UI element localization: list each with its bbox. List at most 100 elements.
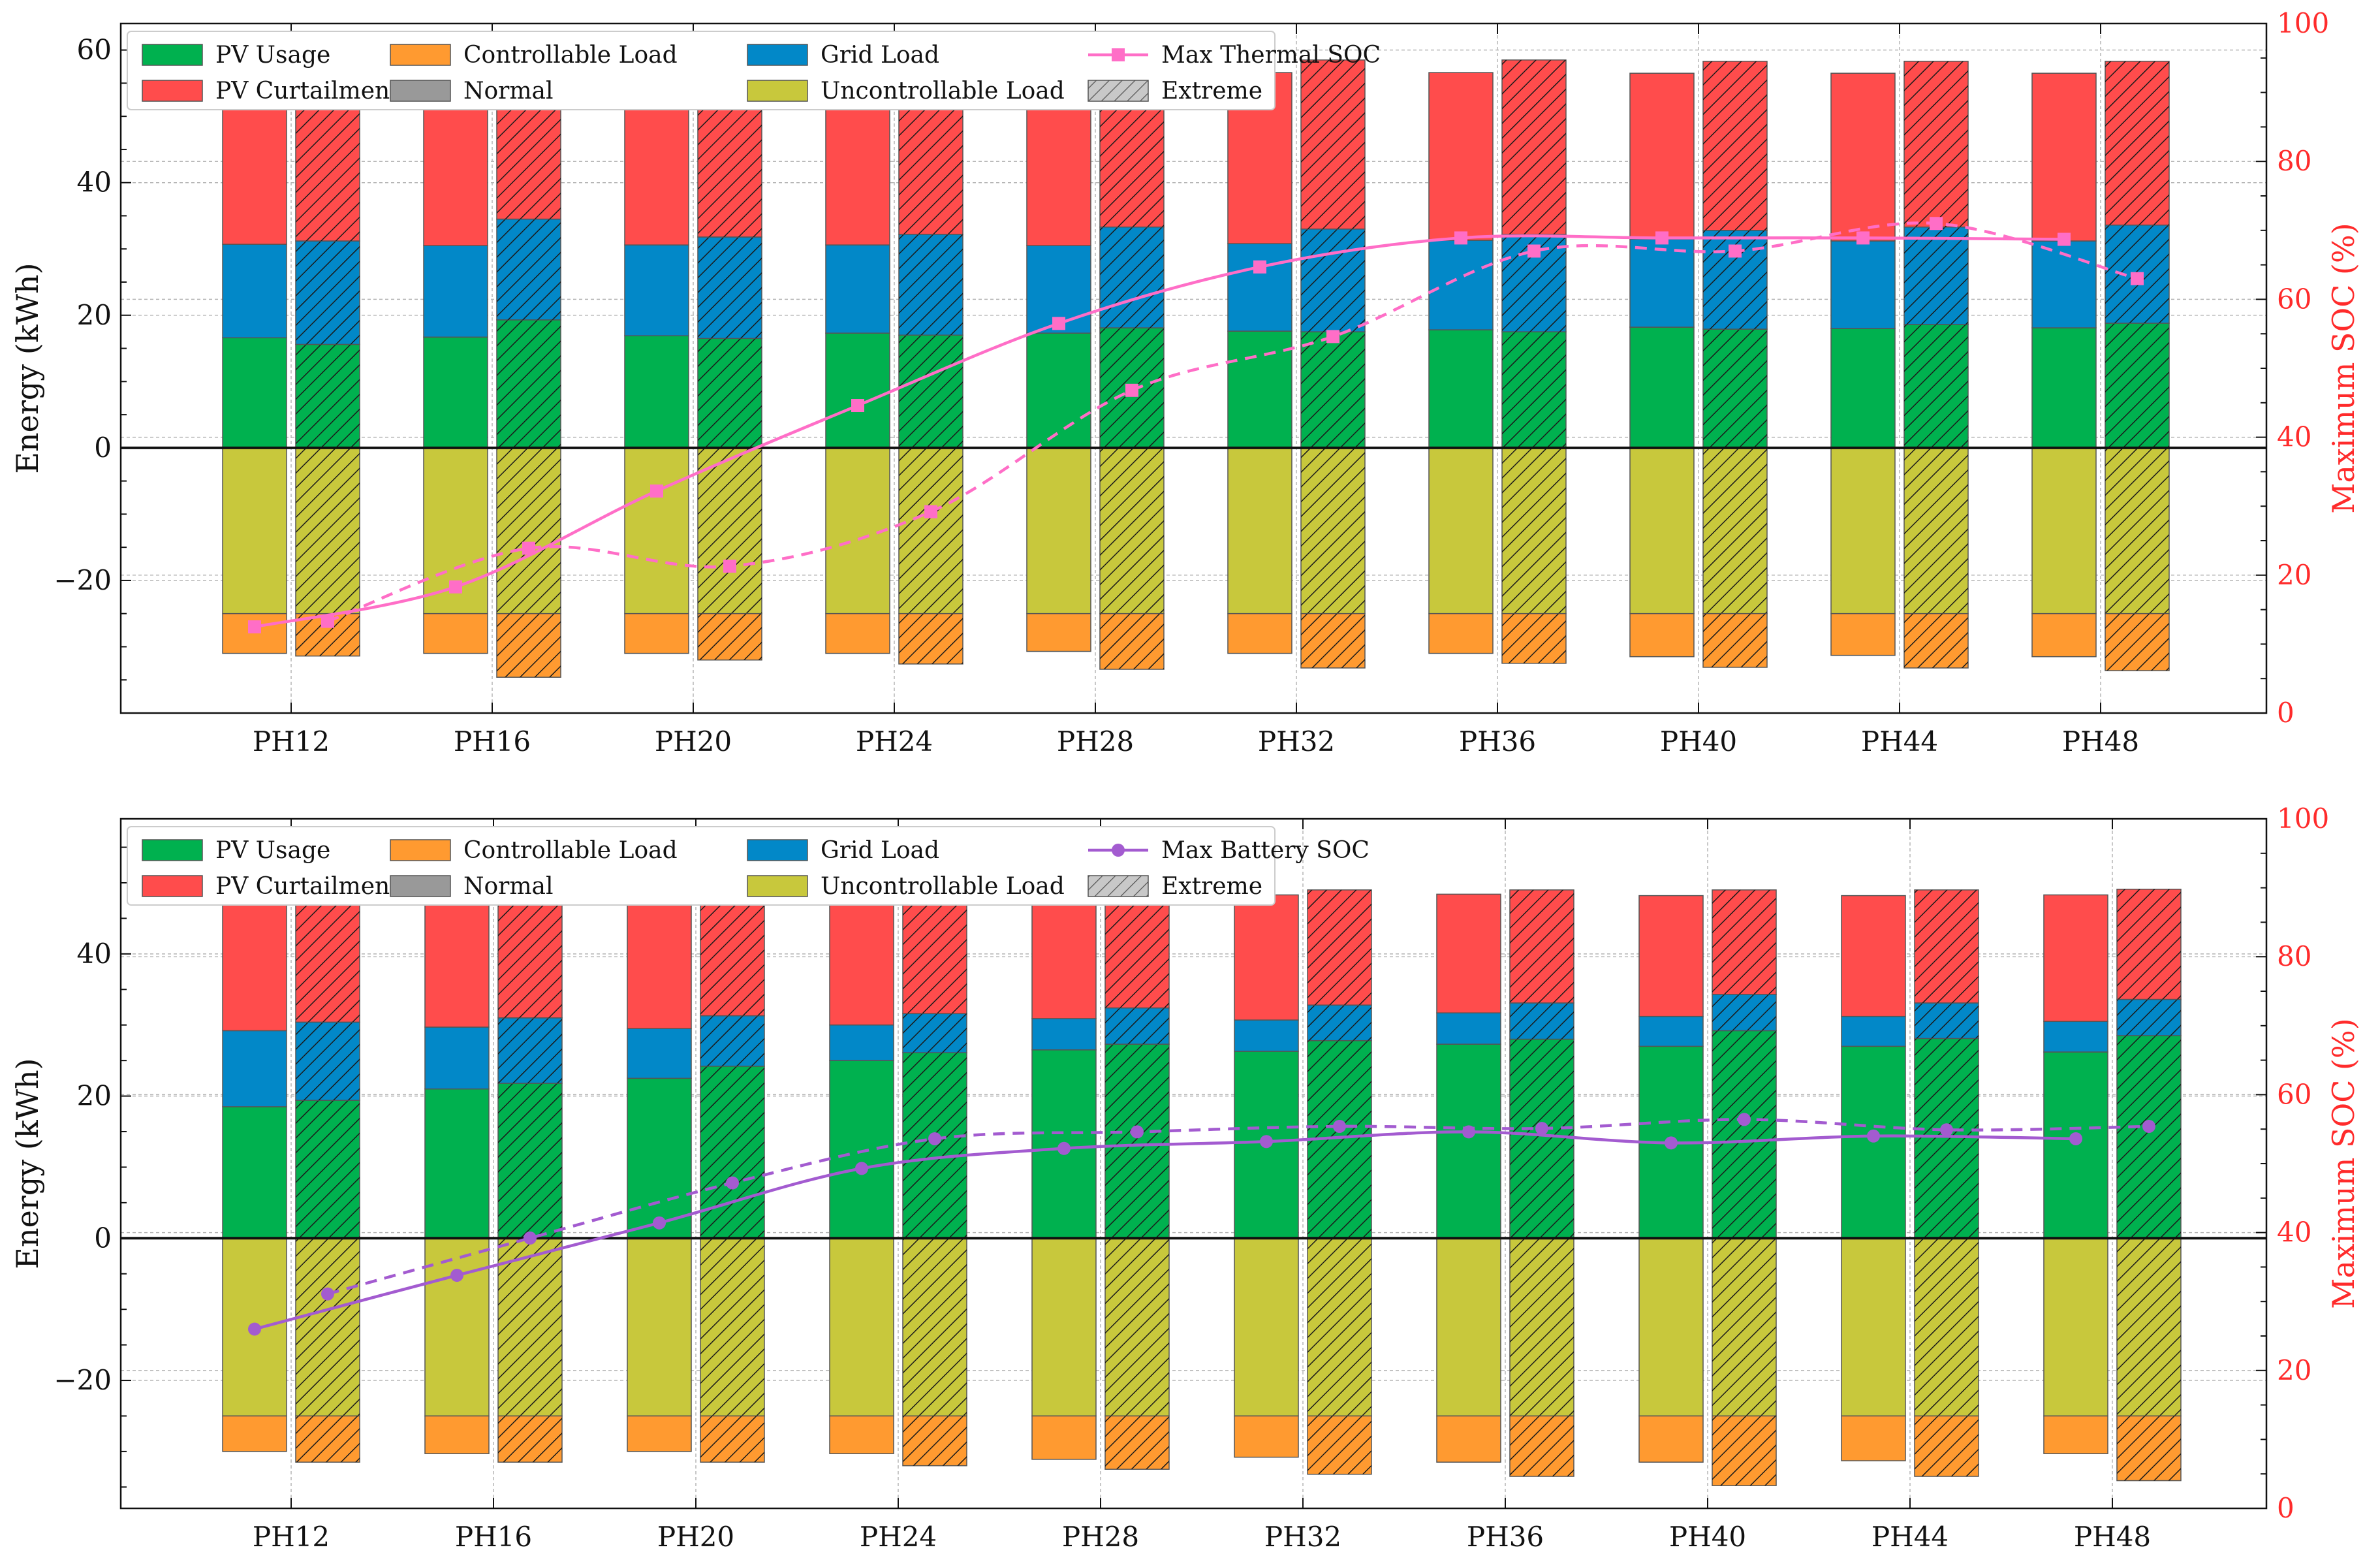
legend-swatch xyxy=(747,839,808,861)
bar-hatch-overlay xyxy=(1301,447,1365,614)
bar-hatch-overlay xyxy=(1510,1002,1574,1040)
bar-uncontrollable-load-normal xyxy=(1026,447,1091,614)
bar-controllable-load-normal xyxy=(1638,1415,1704,1463)
legend-label: Uncontrollable Load xyxy=(821,78,1065,104)
bar-controllable-load-normal xyxy=(2031,612,2097,658)
bar-hatch-overlay xyxy=(1915,1038,1979,1239)
bar-hatch-overlay xyxy=(899,613,963,664)
soc-marker-normal xyxy=(653,1216,666,1230)
bar-uncontrollable-load-normal xyxy=(222,447,287,614)
bar-uncontrollable-load-normal xyxy=(1227,447,1292,614)
legend-label: Controllable Load xyxy=(463,837,678,864)
bar-hatch-overlay xyxy=(1105,1044,1169,1239)
bar-controllable-load-normal xyxy=(424,1415,490,1454)
bar-hatch-overlay xyxy=(1712,889,1776,994)
bar-grid-load-normal xyxy=(1830,240,1896,329)
bar-hatch-overlay xyxy=(296,1100,360,1239)
bar-hatch-overlay xyxy=(700,1015,764,1066)
legend-swatch xyxy=(142,875,203,897)
bar-hatch-overlay xyxy=(700,1238,764,1416)
bar-hatch-overlay xyxy=(2105,613,2169,671)
soc-marker-normal xyxy=(248,620,261,633)
bar-pv-curtailment-normal xyxy=(1234,894,1299,1021)
y2-axis-title: Maximum SOC (%) xyxy=(2326,1018,2361,1309)
legend-swatch-marker xyxy=(1112,48,1125,61)
legend-label: Normal xyxy=(463,873,554,900)
bar-controllable-load-normal xyxy=(1436,1415,1501,1463)
x-tick-label: PH32 xyxy=(1264,1521,1341,1553)
soc-marker-extreme xyxy=(928,1132,941,1145)
bar-hatch-overlay xyxy=(1904,227,1968,325)
bar-pv-usage-normal xyxy=(222,337,287,449)
bar-controllable-load-normal xyxy=(222,612,287,654)
bar-pv-curtailment-normal xyxy=(2043,894,2108,1023)
soc-marker-extreme xyxy=(1125,383,1138,397)
soc-marker-normal xyxy=(1454,231,1467,245)
top-chart-panel: −20 0 20 40 60 0 20 40 60 80 100 PH12 PH16 PH20 PH24 PH… xyxy=(10,7,2361,757)
y-tick-label: 20 xyxy=(77,299,112,331)
x-tick-label: PH36 xyxy=(1459,725,1536,757)
bar-hatch-overlay xyxy=(497,613,561,678)
bar-uncontrollable-load-normal xyxy=(424,1237,490,1417)
bar-pv-curtailment-normal xyxy=(1436,893,1501,1013)
bar-hatch-overlay xyxy=(1904,61,1968,227)
y2-tick-label: 40 xyxy=(2277,421,2311,453)
bar-hatch-overlay xyxy=(296,241,360,345)
bar-hatch-overlay xyxy=(700,1416,764,1463)
y-tick-label: 40 xyxy=(77,167,112,199)
bar-hatch-overlay xyxy=(1712,1416,1776,1486)
bar-hatch-overlay xyxy=(296,344,360,448)
legend-swatch xyxy=(390,839,451,861)
bar-hatch-overlay xyxy=(1100,447,1164,614)
soc-line-normal xyxy=(254,1130,2076,1331)
legend-label: Grid Load xyxy=(821,42,939,69)
x-tick-label: PH40 xyxy=(1660,725,1737,757)
bar-hatch-overlay xyxy=(1307,1005,1371,1041)
bar-hatch-overlay xyxy=(2105,323,2169,448)
soc-marker-extreme xyxy=(1527,244,1541,258)
bar-hatch-overlay xyxy=(1703,613,1767,667)
bar-hatch-overlay xyxy=(497,219,561,320)
bar-hatch-overlay xyxy=(498,1238,562,1416)
bar-hatch-overlay xyxy=(1510,1238,1574,1416)
bar-hatch-overlay xyxy=(1301,229,1365,332)
legend-label: PV Usage xyxy=(215,837,330,864)
bar-controllable-load-normal xyxy=(2043,1415,2108,1454)
bar-hatch-overlay xyxy=(1100,227,1164,328)
bar-grid-load-normal xyxy=(1841,1015,1906,1047)
legend-label: Extreme xyxy=(1161,873,1262,900)
soc-marker-extreme xyxy=(2131,272,2144,285)
soc-marker-extreme xyxy=(2142,1119,2155,1133)
bar-pv-usage-normal xyxy=(2031,327,2097,449)
bar-uncontrollable-load-normal xyxy=(1830,447,1896,614)
bar-hatch-overlay xyxy=(1904,613,1968,668)
bar-controllable-load-normal xyxy=(829,1415,894,1454)
soc-marker-normal xyxy=(1057,1141,1071,1155)
soc-line-extreme xyxy=(327,1118,2150,1296)
bar-pv-curtailment-normal xyxy=(2031,72,2097,242)
soc-marker-extreme xyxy=(1333,1119,1346,1133)
y2-tick-label: 40 xyxy=(2277,1216,2311,1248)
bar-pv-usage-normal xyxy=(424,1088,490,1239)
legend-swatch xyxy=(747,80,808,102)
bar-hatch-overlay xyxy=(2117,999,2181,1036)
legend-label: Max Battery SOC xyxy=(1161,837,1370,864)
bar-hatch-overlay xyxy=(899,335,963,448)
bar-hatch-overlay xyxy=(1904,324,1968,448)
bar-pv-usage-normal xyxy=(423,336,488,449)
bar-hatch-overlay xyxy=(1703,447,1767,614)
bar-uncontrollable-load-normal xyxy=(627,1237,692,1417)
bar-hatch-overlay xyxy=(2105,61,2169,225)
legend-swatch-marker xyxy=(1112,844,1125,857)
bar-uncontrollable-load-normal xyxy=(1234,1237,1299,1417)
bar-hatch-overlay xyxy=(899,447,963,614)
bar-pv-usage-normal xyxy=(825,332,890,449)
legend-label: Uncontrollable Load xyxy=(821,873,1065,900)
legend-swatch xyxy=(142,839,203,861)
bar-hatch-overlay xyxy=(1915,889,1979,1003)
soc-marker-extreme xyxy=(1738,1113,1751,1126)
bar-uncontrollable-load-normal xyxy=(1638,1237,1704,1417)
bar-grid-load-normal xyxy=(627,1028,692,1079)
bar-uncontrollable-load-normal xyxy=(624,447,689,614)
